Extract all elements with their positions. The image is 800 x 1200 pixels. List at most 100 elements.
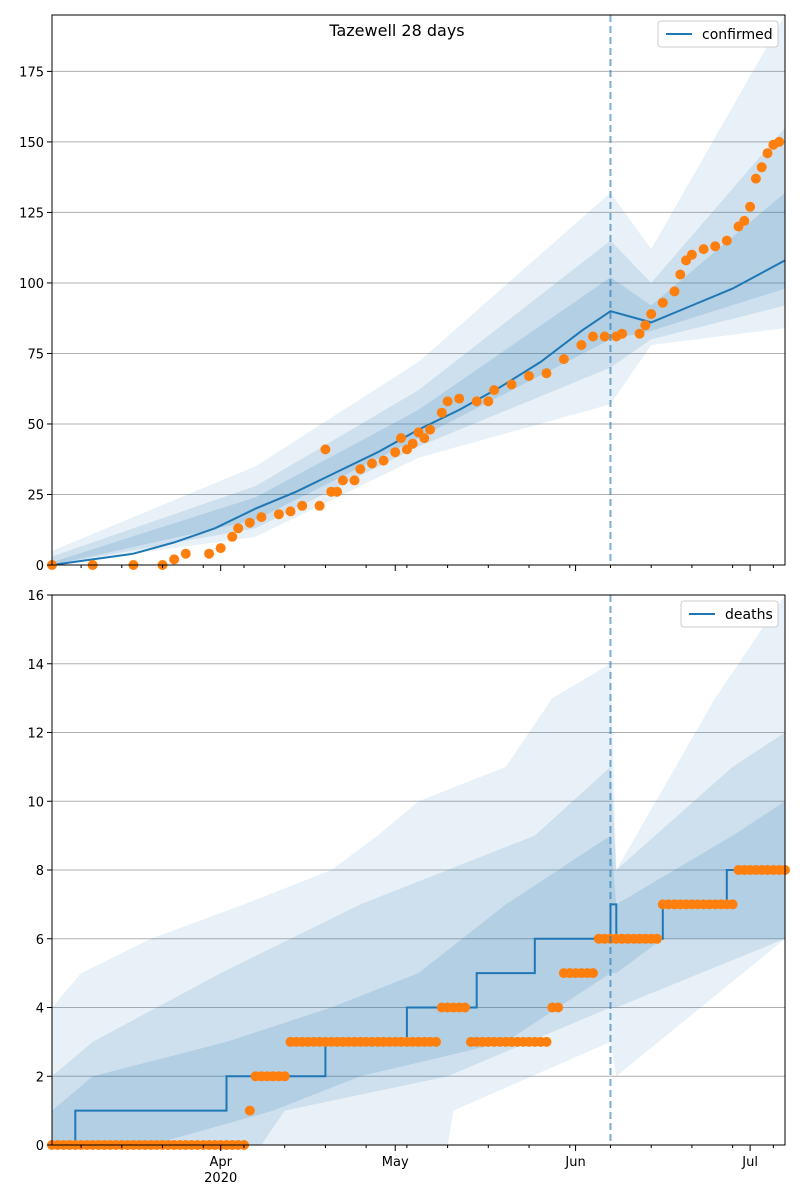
y-tick-label: 12	[27, 727, 44, 742]
observed-point	[675, 269, 686, 280]
observed-point	[483, 396, 494, 407]
legend-label-deaths: deaths	[725, 607, 773, 623]
legend-box	[680, 600, 779, 628]
uncertainty-band-outer	[52, 595, 785, 1145]
observed-point	[378, 455, 389, 466]
observed-point	[332, 486, 343, 497]
observed-point	[204, 548, 215, 559]
observed-point	[762, 148, 773, 159]
uncertainty-band-middle	[52, 732, 785, 1145]
deaths-observed-points	[47, 865, 790, 1150]
y-tick-label: 2	[36, 1070, 44, 1085]
observed-point	[541, 368, 552, 379]
deaths-model-line	[52, 869, 785, 1146]
observed-point	[774, 136, 785, 147]
observed-point	[244, 517, 255, 528]
observed-point	[634, 328, 645, 339]
y-tick-label: 0	[36, 559, 44, 574]
uncertainty-band-inner	[52, 192, 785, 565]
confirmed-panel: 0 25 50 75 100 125 150 175 Tazewell 28 days con…	[19, 14, 786, 574]
observed-point	[686, 249, 697, 260]
confirmed-x-axis	[80, 565, 774, 571]
observed-point	[506, 379, 517, 390]
observed-point	[750, 173, 761, 184]
observed-point	[273, 509, 284, 520]
y-tick-label: 0	[36, 1139, 44, 1154]
observed-point	[698, 244, 709, 255]
y-tick-label: 50	[27, 418, 44, 433]
deaths-legend: deaths	[680, 600, 779, 628]
y-tick-label: 175	[19, 65, 44, 80]
observed-point	[553, 1002, 564, 1013]
observed-point	[314, 500, 325, 511]
y-tick-label: 150	[19, 136, 44, 151]
observed-point	[599, 331, 610, 342]
observed-point	[588, 968, 598, 979]
x-tick-label: May	[382, 1155, 409, 1170]
observed-point	[489, 385, 500, 396]
confirmed-legend: confirmed	[657, 20, 779, 48]
observed-point	[180, 548, 191, 559]
observed-point	[320, 444, 331, 455]
observed-point	[337, 475, 348, 486]
confirmed-uncertainty-bands	[52, 15, 785, 566]
legend-box	[657, 20, 779, 48]
observed-point	[710, 241, 721, 252]
observed-point	[367, 458, 377, 469]
observed-point	[541, 1036, 552, 1047]
observed-point	[588, 331, 598, 342]
observed-point	[436, 407, 447, 418]
observed-point	[721, 235, 732, 246]
chart-title: Tazewell 28 days	[328, 21, 464, 40]
deaths-uncertainty-bands	[52, 595, 785, 1145]
observed-point	[390, 447, 401, 458]
observed-point	[279, 1071, 290, 1082]
confirmed-grid	[52, 70, 785, 495]
y-tick-label: 125	[19, 206, 44, 221]
observed-point	[739, 215, 750, 226]
y-tick-label: 100	[19, 277, 44, 292]
x-tick-label: Jun	[564, 1155, 585, 1170]
observed-point	[431, 1036, 441, 1047]
deaths-grid	[52, 663, 785, 1077]
observed-point	[233, 523, 244, 534]
y-tick-label: 8	[36, 864, 44, 879]
observed-point	[454, 393, 465, 404]
legend-label-confirmed: confirmed	[702, 27, 773, 43]
observed-point	[756, 162, 767, 173]
observed-point	[745, 201, 756, 212]
observed-point	[471, 396, 482, 407]
observed-point	[657, 297, 668, 308]
observed-point	[617, 328, 628, 339]
observed-point	[576, 340, 587, 350]
observed-point	[407, 438, 418, 449]
observed-point	[419, 433, 430, 444]
observed-point	[244, 1105, 255, 1116]
uncertainty-band-inner	[52, 801, 785, 1145]
y-tick-label: 25	[27, 488, 44, 503]
y-tick-label: 4	[36, 1002, 44, 1017]
observed-point	[646, 309, 657, 319]
observed-point	[524, 371, 534, 381]
observed-point	[425, 424, 436, 435]
x-tick-sublabel: 2020	[204, 1171, 237, 1186]
observed-point	[442, 396, 453, 407]
uncertainty-band-middle	[52, 127, 785, 566]
observed-point	[652, 933, 662, 944]
deaths-y-axis: 0 2 4 6 8 10 12 14 16	[27, 589, 52, 1154]
observed-point	[460, 1002, 470, 1013]
x-tick-label: Apr	[209, 1155, 232, 1170]
observed-point	[727, 899, 738, 910]
model-median-line	[52, 869, 785, 1146]
confirmed-axes-frame	[51, 14, 786, 566]
observed-point	[640, 320, 651, 331]
observed-point	[227, 531, 238, 542]
observed-point	[349, 475, 360, 486]
observed-point	[215, 543, 226, 554]
x-tick-label: Jul	[741, 1155, 758, 1170]
confirmed-y-axis: 0 25 50 75 100 125 150 175	[19, 65, 52, 574]
